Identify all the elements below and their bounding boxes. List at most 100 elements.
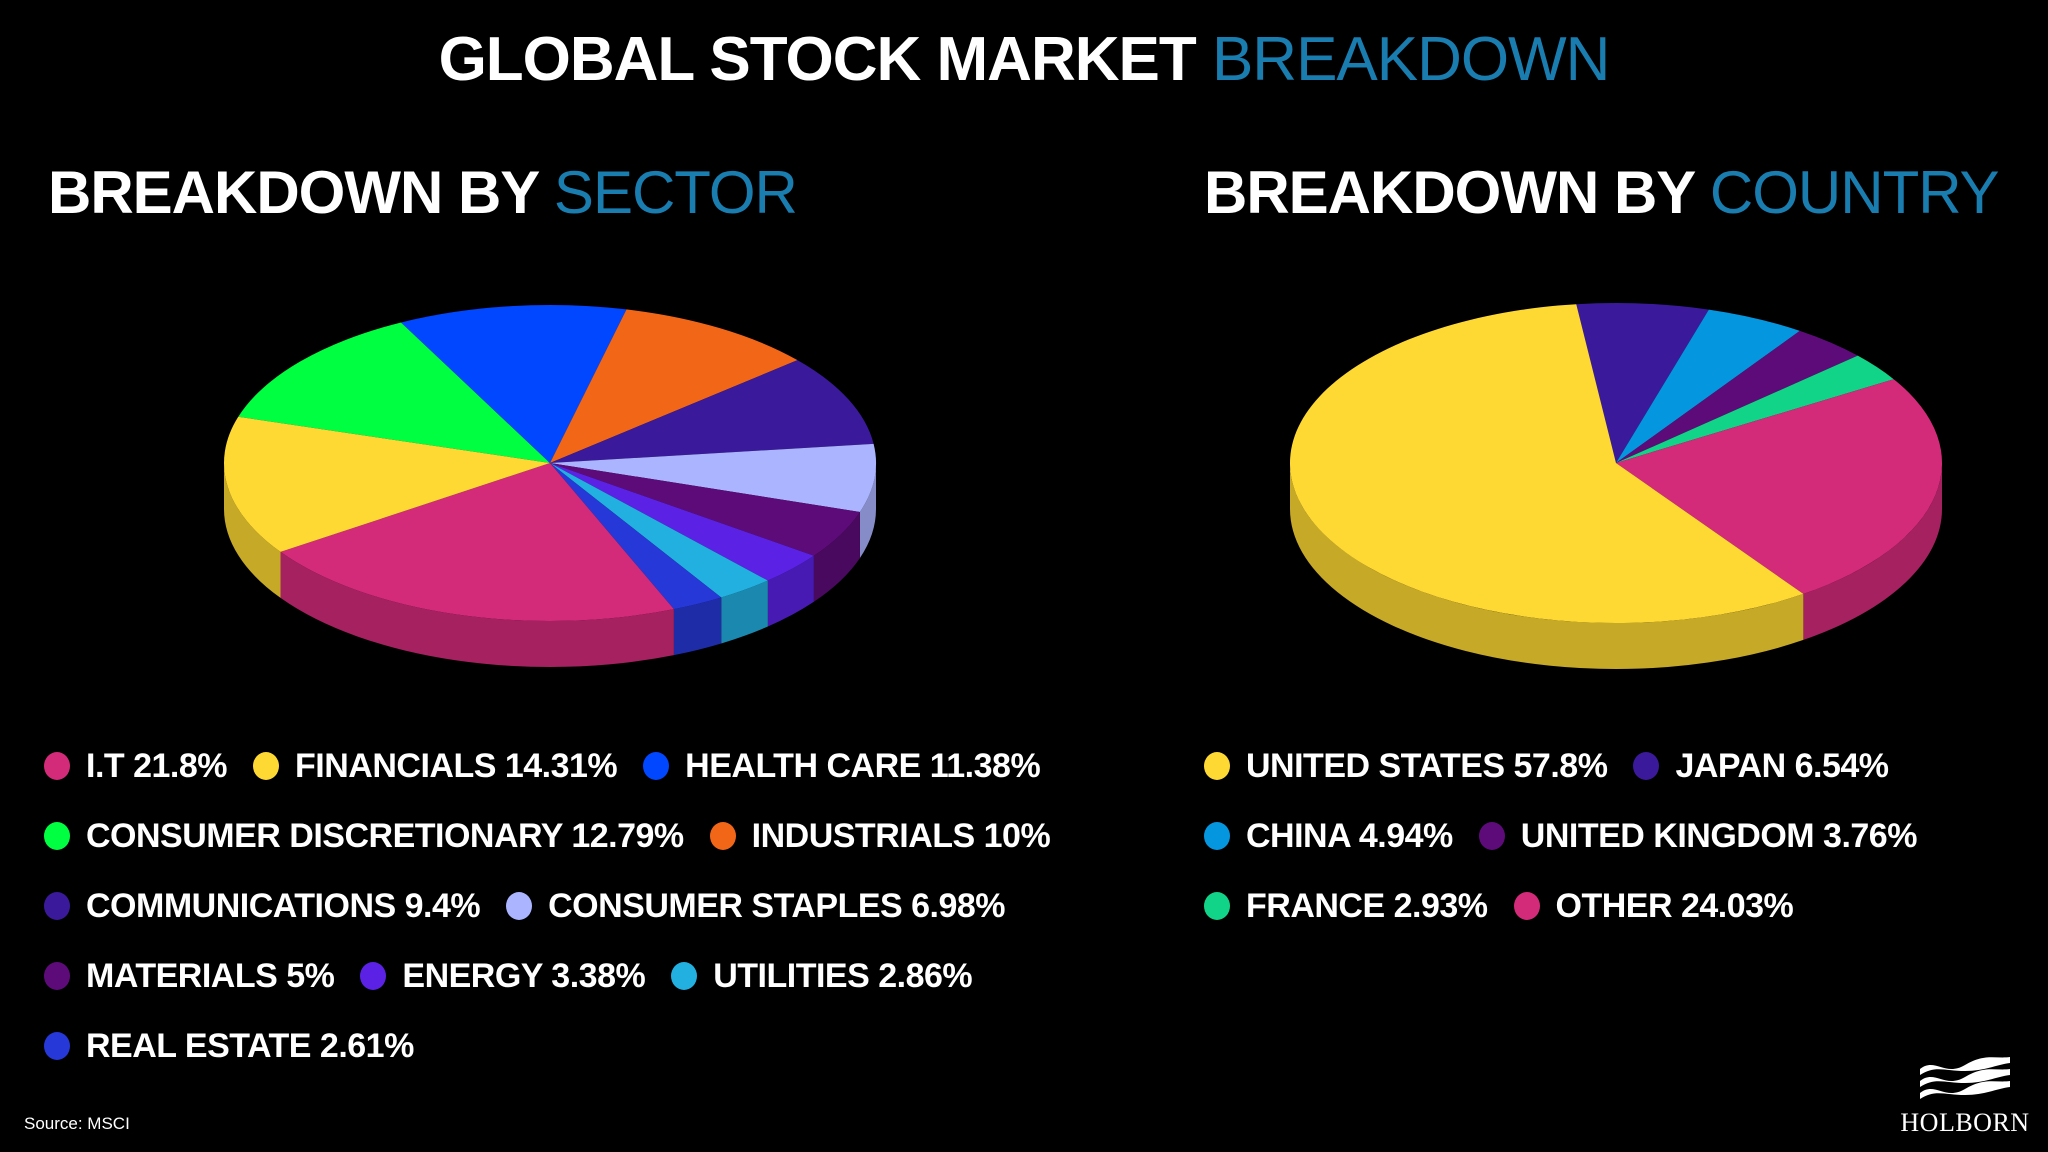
legend-dot-icon [360, 962, 387, 990]
country-legend-item: CHINA 4.94% [1204, 817, 1453, 856]
legend-dot-icon [1204, 752, 1230, 780]
source-note: Source: MSCI [24, 1114, 130, 1133]
legend-label: OTHER 24.03% [1555, 886, 1794, 925]
sector-legend-item: INDUSTRIALS 10% [709, 816, 1051, 856]
legend-dot-icon [643, 752, 670, 780]
legend-dot-icon [1204, 822, 1230, 850]
country-title-accent: COUNTRY [1709, 159, 2000, 226]
pie-slice-side [721, 580, 768, 644]
sector-pie-chart [224, 305, 877, 667]
pie-slice-united-states [1289, 304, 1804, 624]
country-legend-item: JAPAN 6.54% [1633, 746, 1889, 786]
sector-legend-item: HEALTH CARE 11.38% [643, 746, 1041, 786]
country-legend-item: UNITED KINGDOM 3.76% [1478, 816, 1918, 856]
pie-slice-side [813, 511, 860, 602]
sector-title-accent: SECTOR [553, 159, 798, 226]
legend-row: REAL ESTATE 2.61% [44, 1011, 1076, 1081]
legend-row: MATERIALS 5% ENERGY 3.38% UTILITIES 2.86% [44, 941, 1076, 1011]
logo-text: HOLBORN [1900, 1108, 2030, 1137]
pie-slice-materials [550, 463, 860, 556]
legend-dot-icon [506, 892, 533, 920]
legend-label: FINANCIALS 14.31% [295, 746, 618, 785]
legend-dot-icon [253, 752, 280, 780]
page-title: GLOBAL STOCK MARKET BREAKDOWN [0, 24, 2048, 95]
legend-dot-icon [1204, 892, 1230, 920]
sector-title-main: BREAKDOWN BY [48, 159, 539, 226]
legend-label: I.T 21.8% [86, 746, 228, 785]
sector-legend-item: UTILITIES 2.86% [671, 956, 973, 996]
pie-slice-japan [1576, 303, 1709, 463]
pie-slice-utilities [550, 463, 768, 598]
legend-dot-icon [709, 822, 736, 850]
pie-slice-consumer-staples [550, 443, 877, 512]
pie-slice-side [280, 551, 674, 667]
pie-slice-energy [550, 463, 814, 581]
country-title-main: BREAKDOWN BY [1204, 159, 1695, 226]
sector-legend-item: FINANCIALS 14.31% [253, 746, 618, 786]
pie-slice-i-t [280, 463, 674, 621]
legend-row: UNITED STATES 57.8% JAPAN 6.54% [1204, 731, 1943, 801]
legend-label: CONSUMER DISCRETIONARY 12.79% [86, 816, 684, 855]
holborn-logo: HOLBORN [1895, 1055, 2035, 1138]
pie-slice-communications [550, 360, 874, 463]
legend-label: HEALTH CARE 11.38% [685, 746, 1041, 785]
country-pie-chart [1289, 303, 1942, 669]
pie-slice-side [767, 555, 814, 627]
pie-slice-financials [224, 416, 550, 552]
legend-label: REAL ESTATE 2.61% [86, 1026, 414, 1065]
sector-legend-item: ENERGY 3.38% [360, 956, 646, 996]
pie-slice-industrials [550, 309, 798, 463]
legend-label: INDUSTRIALS 10% [751, 816, 1051, 855]
sector-legend-item: REAL ESTATE 2.61% [44, 1027, 414, 1066]
legend-label: UTILITIES 2.86% [713, 956, 973, 995]
legend-dot-icon [44, 822, 70, 850]
pie-slice-side [1290, 463, 1804, 669]
legend-label: ENERGY 3.38% [402, 956, 646, 995]
legend-dot-icon [1513, 892, 1540, 920]
sector-legend-item: CONSUMER DISCRETIONARY 12.79% [44, 817, 684, 856]
country-legend: UNITED STATES 57.8% JAPAN 6.54% CHINA 4.94… [1204, 731, 1943, 941]
legend-label: JAPAN 6.54% [1675, 746, 1889, 785]
country-legend-item: OTHER 24.03% [1513, 886, 1794, 926]
sector-legend-item: I.T 21.8% [44, 746, 228, 786]
legend-dot-icon [1633, 752, 1660, 780]
waves-icon [1920, 1057, 2010, 1099]
page-title-main: GLOBAL STOCK MARKET [438, 25, 1197, 94]
pie-slice-united-kingdom [1616, 330, 1858, 463]
legend-label: UNITED KINGDOM 3.76% [1520, 816, 1918, 855]
legend-label: MATERIALS 5% [86, 956, 335, 995]
sector-section-title: BREAKDOWN BY SECTOR [48, 158, 798, 227]
sector-legend-item: COMMUNICATIONS 9.4% [44, 886, 481, 926]
country-section-title: BREAKDOWN BY COUNTRY [1204, 158, 1999, 227]
legend-dot-icon [1478, 822, 1505, 850]
page-title-accent: BREAKDOWN [1211, 25, 1610, 94]
pie-slice-consumer-discretionary [238, 322, 551, 463]
legend-row: I.T 21.8% FINANCIALS 14.31% HEALTH CARE 11… [44, 731, 1076, 801]
country-legend-item: UNITED STATES 57.8% [1204, 746, 1608, 786]
legend-row: COMMUNICATIONS 9.4% CONSUMER STAPLES 6.98… [44, 871, 1076, 941]
legend-label: CONSUMER STAPLES 6.98% [548, 886, 1006, 925]
legend-label: CHINA 4.94% [1246, 816, 1453, 855]
legend-dot-icon [44, 892, 70, 920]
sector-legend-item: MATERIALS 5% [44, 956, 335, 996]
legend-row: CHINA 4.94% UNITED KINGDOM 3.76% [1204, 801, 1943, 871]
legend-row: CONSUMER DISCRETIONARY 12.79% INDUSTRIALS… [44, 801, 1076, 871]
sector-legend-item: CONSUMER STAPLES 6.98% [506, 886, 1006, 926]
pie-slice-france [1616, 355, 1894, 463]
pie-slice-health-care [401, 305, 627, 463]
legend-label: COMMUNICATIONS 9.4% [86, 886, 481, 925]
legend-dot-icon [44, 752, 70, 780]
pie-slice-side [673, 597, 722, 656]
legend-row: FRANCE 2.93% OTHER 24.03% [1204, 871, 1943, 941]
legend-dot-icon [44, 962, 70, 990]
legend-label: FRANCE 2.93% [1246, 886, 1488, 925]
pie-slice-real-estate [550, 463, 722, 610]
legend-dot-icon [44, 1032, 70, 1060]
legend-dot-icon [671, 962, 698, 990]
sector-legend: I.T 21.8% FINANCIALS 14.31% HEALTH CARE 11… [44, 731, 1076, 1081]
pie-slice-other [1616, 379, 1942, 594]
pie-slice-side [1803, 463, 1942, 640]
legend-label: UNITED STATES 57.8% [1246, 746, 1608, 785]
pie-slice-side [859, 463, 876, 558]
